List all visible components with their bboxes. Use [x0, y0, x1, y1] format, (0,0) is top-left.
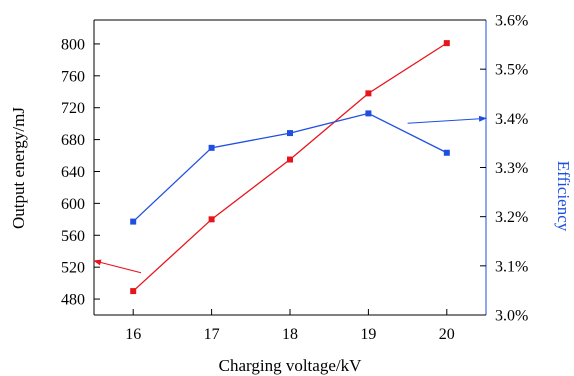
series-markers	[130, 40, 450, 295]
annotation-arrows	[93, 115, 487, 274]
left-y-tick-label: 480	[61, 292, 85, 309]
right-y-tick-label: 3.3%	[495, 160, 528, 177]
axis-ticks	[94, 19, 486, 316]
right-y-axis-title: Efficiency	[554, 161, 573, 232]
right-y-tick-label: 3.0%	[495, 308, 528, 325]
right-y-tick-label: 3.1%	[495, 258, 528, 275]
efficiency-data-point	[130, 218, 137, 225]
efficiency-data-point	[365, 110, 372, 117]
x-axis-title: Charging voltage/kV	[219, 356, 362, 375]
x-tick-label: 19	[360, 326, 376, 343]
left-y-axis-title: Output energy/mJ	[9, 107, 28, 229]
right-y-tick-label: 3.2%	[495, 209, 528, 226]
x-tick-label: 16	[125, 326, 141, 343]
right-y-tick-label: 3.4%	[495, 111, 528, 128]
left-y-tick-label: 640	[61, 164, 85, 181]
left-y-tick-label: 760	[61, 68, 85, 85]
left-y-tick-label: 800	[61, 36, 85, 53]
right-axis-arrow	[407, 115, 487, 124]
right-y-tick-label: 3.5%	[495, 62, 528, 79]
left-y-tick-label: 560	[61, 228, 85, 245]
energy-data-point	[287, 156, 293, 163]
x-tick-label: 17	[204, 326, 220, 343]
series-lines	[132, 42, 448, 292]
efficiency-series-line	[132, 112, 448, 223]
energy-data-point	[365, 90, 372, 97]
energy-series-line	[132, 42, 448, 292]
left-axis-arrow	[93, 259, 142, 274]
left-y-tick-label: 680	[61, 132, 85, 149]
efficiency-data-point	[287, 130, 293, 137]
axis-tick-labels: 16 17 18 19 20 480 520 560 600 640 680 720 760 800 3.0…	[61, 13, 528, 344]
right-y-tick-label: 3.6%	[495, 13, 528, 30]
left-y-tick-label: 520	[61, 260, 85, 277]
x-tick-label: 20	[439, 326, 455, 343]
energy-data-point	[130, 288, 137, 295]
left-y-tick-label: 720	[61, 100, 85, 117]
x-tick-label: 18	[282, 326, 298, 343]
energy-data-point	[443, 40, 450, 47]
efficiency-data-point	[443, 149, 450, 156]
efficiency-data-point	[208, 144, 215, 151]
energy-data-point	[208, 216, 215, 223]
left-y-tick-label: 600	[61, 196, 85, 213]
